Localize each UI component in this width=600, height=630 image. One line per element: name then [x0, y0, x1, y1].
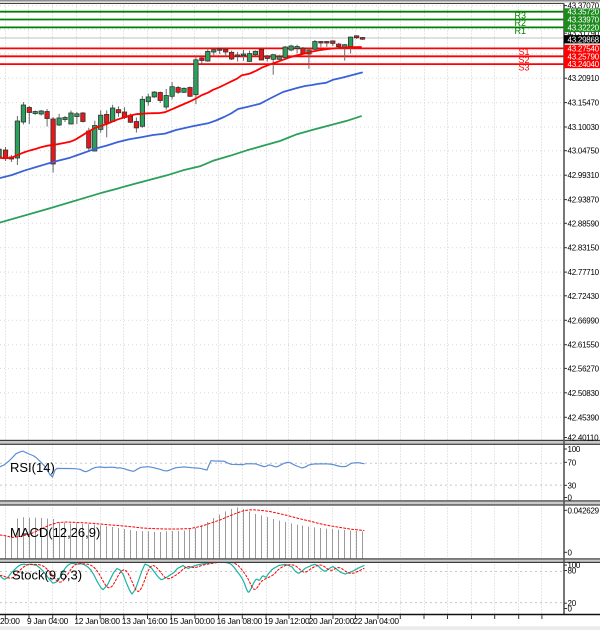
svg-text:42.56270: 42.56270: [568, 364, 600, 373]
svg-text:S1: S1: [518, 47, 529, 57]
svg-text:0.042629: 0.042629: [568, 506, 600, 515]
svg-text:42.72430: 42.72430: [568, 292, 600, 301]
svg-text:20:00: 20:00: [0, 616, 20, 626]
svg-text:12 Jan 08:00: 12 Jan 08:00: [74, 616, 120, 626]
svg-text:R1: R1: [514, 26, 526, 36]
svg-text:S2: S2: [518, 55, 529, 65]
svg-text:R3: R3: [514, 10, 526, 20]
svg-text:43.37070: 43.37070: [568, 2, 600, 11]
svg-text:43.20910: 43.20910: [568, 74, 600, 83]
svg-text:RSI(14): RSI(14): [10, 460, 55, 475]
svg-text:43.04750: 43.04750: [568, 147, 600, 156]
svg-text:43.24040: 43.24040: [568, 60, 600, 69]
svg-text:42.99310: 42.99310: [568, 171, 600, 180]
svg-text:100: 100: [568, 561, 581, 570]
svg-text:43.10030: 43.10030: [568, 123, 600, 132]
svg-text:42.88590: 42.88590: [568, 219, 600, 228]
svg-text:20: 20: [568, 599, 577, 608]
svg-text:S3: S3: [518, 63, 529, 73]
svg-text:42.45390: 42.45390: [568, 413, 600, 422]
svg-text:15 Jan 00:00: 15 Jan 00:00: [169, 616, 215, 626]
svg-text:80: 80: [568, 567, 577, 576]
svg-text:0: 0: [568, 605, 573, 614]
svg-text:9 Jan 04:00: 9 Jan 04:00: [27, 616, 69, 626]
svg-text:19 Jan 12:00: 19 Jan 12:00: [264, 616, 310, 626]
svg-text:43.35720: 43.35720: [568, 8, 600, 17]
svg-text:MACD(12,26,9): MACD(12,26,9): [10, 525, 100, 540]
svg-text:42.83150: 42.83150: [568, 244, 600, 253]
svg-text:43.33970: 43.33970: [568, 16, 600, 25]
svg-text:43.31790: 43.31790: [568, 29, 600, 38]
svg-text:43.27540: 43.27540: [568, 44, 600, 53]
svg-text:Stock(9,6,3): Stock(9,6,3): [12, 568, 82, 583]
svg-text:70: 70: [568, 458, 577, 467]
svg-text:43.29868: 43.29868: [568, 35, 600, 44]
svg-text:42.50830: 42.50830: [568, 389, 600, 398]
svg-text:16 Jan 08:00: 16 Jan 08:00: [217, 616, 263, 626]
svg-text:13 Jan 16:00: 13 Jan 16:00: [122, 616, 168, 626]
svg-text:42.66990: 42.66990: [568, 316, 600, 325]
svg-text:42.61550: 42.61550: [568, 341, 600, 350]
svg-text:43.32220: 43.32220: [568, 23, 600, 32]
svg-text:43.15470: 43.15470: [568, 99, 600, 108]
svg-text:42.77710: 42.77710: [568, 268, 600, 277]
svg-text:22 Jan 04:00: 22 Jan 04:00: [353, 616, 399, 626]
svg-text:20 Jan 20:00: 20 Jan 20:00: [309, 616, 355, 626]
svg-text:0: 0: [568, 548, 573, 557]
svg-text:43.25790: 43.25790: [568, 52, 600, 61]
svg-text:30: 30: [568, 481, 577, 490]
svg-text:100: 100: [568, 445, 581, 454]
svg-text:42.93870: 42.93870: [568, 196, 600, 205]
svg-text:42.40110: 42.40110: [568, 434, 600, 443]
svg-text:0: 0: [568, 494, 573, 503]
svg-text:R2: R2: [514, 18, 526, 28]
